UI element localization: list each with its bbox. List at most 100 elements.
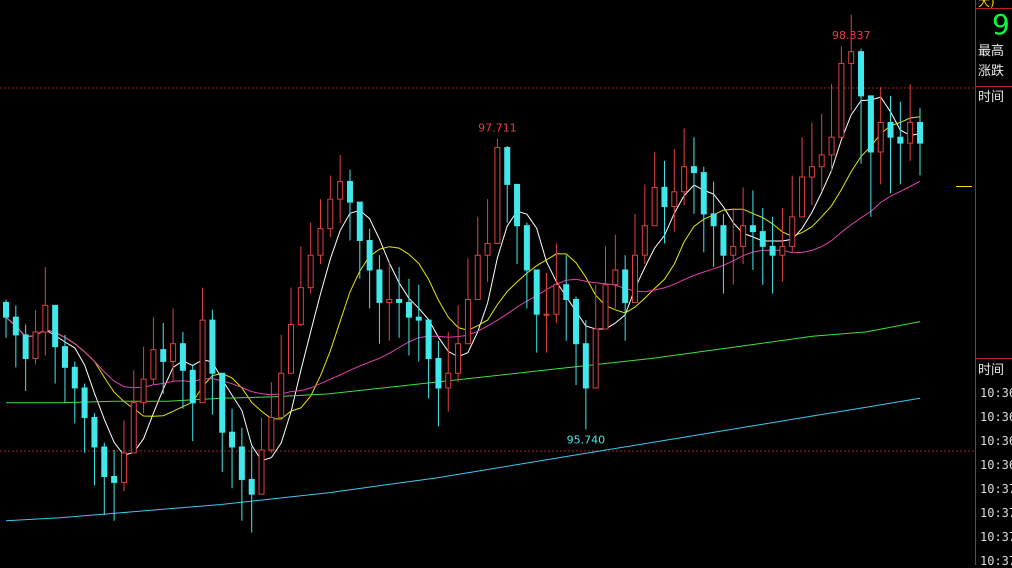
candle-down <box>897 136 904 144</box>
candle-up <box>120 452 127 483</box>
candles <box>3 14 923 533</box>
label-high: 最高 <box>978 44 1005 59</box>
candle-up <box>386 298 393 303</box>
candle-up <box>317 228 324 256</box>
candle-up <box>150 349 157 380</box>
candle-down <box>435 357 442 389</box>
candle-up <box>484 242 491 256</box>
candle-down <box>71 366 78 389</box>
candle-up <box>838 62 845 138</box>
candle-up <box>602 284 609 330</box>
candle-up <box>681 166 688 193</box>
label-time-2: 时间 <box>978 363 1005 378</box>
candle-up <box>464 298 471 345</box>
chart-grid <box>0 87 975 452</box>
candle-down <box>12 316 19 336</box>
candle-down <box>238 446 245 480</box>
side-info-panel: 大) 9 最高 涨跌 时间 时间 10:36 10:36 10:36 10:36… <box>956 0 1012 568</box>
candle-down <box>710 213 717 227</box>
candle-down <box>867 95 874 153</box>
candle-down <box>346 180 353 203</box>
label-time-1: 时间 <box>978 90 1005 105</box>
time-cell: 10:36 <box>980 386 1012 400</box>
candle-up <box>671 191 678 208</box>
candle-up <box>130 402 137 454</box>
candle-up <box>297 287 304 326</box>
candle-down <box>858 51 865 97</box>
time-cell: 10:37 <box>980 506 1012 520</box>
price-digit: 9 <box>992 8 1010 41</box>
candle-up <box>445 372 452 389</box>
time-cell: 10:37 <box>980 482 1012 496</box>
candle-down <box>514 183 521 227</box>
candle-up <box>455 343 462 374</box>
candle-up <box>337 180 344 200</box>
price-annotations: 98.337 97.711 95.740 <box>478 29 870 446</box>
candle-down <box>720 225 727 256</box>
candle-down <box>61 346 68 368</box>
ma-line-green <box>6 321 921 404</box>
candle-down <box>700 172 707 215</box>
candle-down <box>759 231 766 247</box>
candle-up <box>543 313 550 316</box>
candle-down <box>690 166 697 174</box>
candle-down <box>415 316 422 321</box>
label-change: 涨跌 <box>978 64 1005 79</box>
candle-up <box>170 343 177 362</box>
candle-up <box>32 331 39 359</box>
price-annotation: 97.711 <box>478 122 517 135</box>
divider <box>976 86 1012 87</box>
candlestick-chart: 98.337 97.711 95.740 <box>0 14 975 533</box>
candle-up <box>494 147 501 244</box>
candle-up <box>258 449 265 495</box>
price-tick-marker <box>956 186 972 187</box>
candle-down <box>248 478 255 495</box>
candle-down <box>219 372 226 433</box>
candle-up <box>327 198 334 230</box>
candle-down <box>81 387 88 418</box>
candle-up <box>631 254 638 303</box>
candle-up <box>651 186 658 227</box>
candle-up <box>730 245 737 256</box>
candle-down <box>209 319 216 374</box>
time-cell: 10:37 <box>980 530 1012 544</box>
candle-down <box>101 446 108 477</box>
candle-up <box>828 136 835 156</box>
candle-up <box>799 176 806 218</box>
candle-down <box>376 269 383 303</box>
candle-down <box>622 269 629 303</box>
ma-line-magenta <box>5 180 921 396</box>
candle-up <box>278 372 285 418</box>
candle-up <box>641 225 648 256</box>
divider <box>976 358 1012 359</box>
candle-up <box>877 121 884 153</box>
price-annotation: 98.337 <box>832 29 871 42</box>
candle-down <box>563 284 570 300</box>
candle-down <box>3 301 9 318</box>
candle-down <box>504 147 511 185</box>
candle-up <box>42 304 49 333</box>
candle-down <box>179 343 186 371</box>
candle-down <box>229 431 236 448</box>
candle-down <box>425 319 432 359</box>
time-cell: 10:36 <box>980 434 1012 448</box>
candle-up <box>818 154 825 168</box>
candle-up <box>612 269 619 286</box>
ma-line-yellow <box>5 116 921 420</box>
candle-down <box>111 475 118 483</box>
candle-up <box>808 166 815 178</box>
candle-up <box>789 216 796 247</box>
candle-down <box>22 334 29 359</box>
candle-down <box>887 121 894 138</box>
candle-down <box>396 298 403 303</box>
candle-up <box>779 245 786 256</box>
candle-down <box>573 298 580 345</box>
candle-up <box>474 254 481 300</box>
candle-down <box>356 201 363 241</box>
moving-averages <box>5 96 921 522</box>
candle-up <box>140 378 147 404</box>
candle-down <box>661 186 668 208</box>
candle-down <box>533 269 540 315</box>
candle-down <box>769 245 776 256</box>
candle-up <box>553 284 560 315</box>
